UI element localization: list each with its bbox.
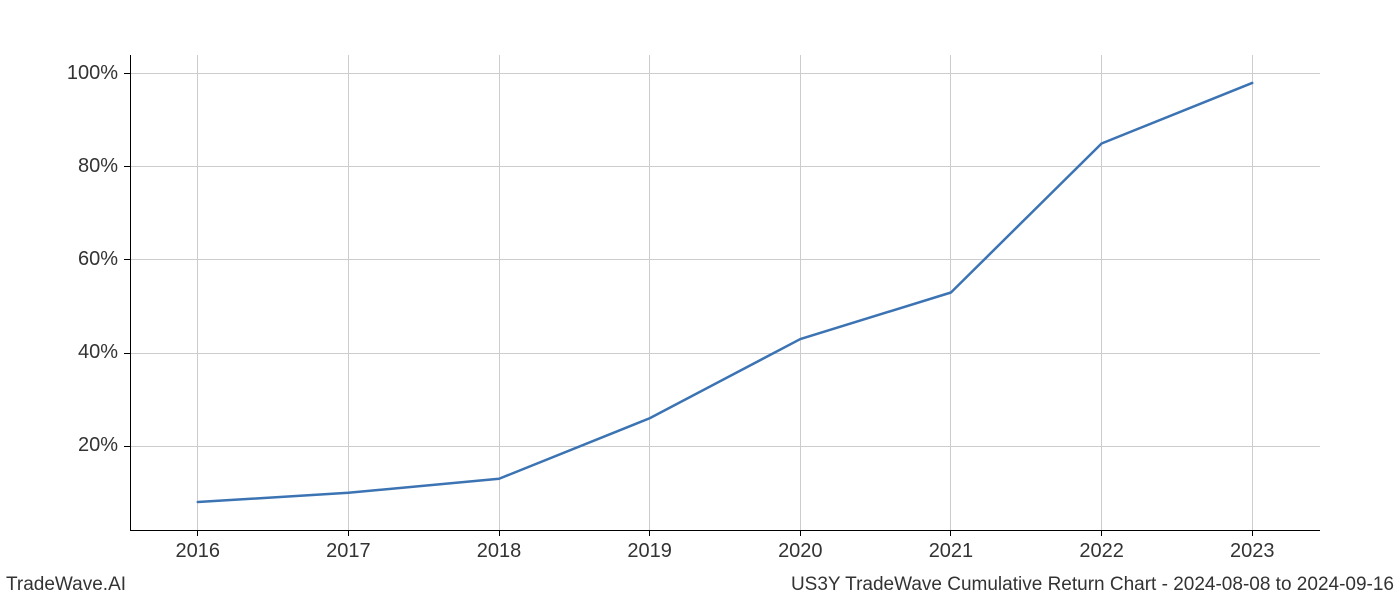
chart-container: 2016201720182019202020212022202320%40%60… <box>0 0 1400 600</box>
data-line <box>198 83 1252 502</box>
line-chart-svg <box>0 0 1400 600</box>
